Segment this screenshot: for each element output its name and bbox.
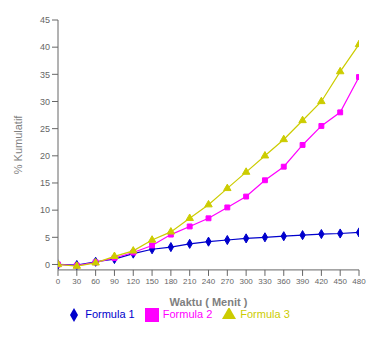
svg-text:45: 45 xyxy=(40,15,50,25)
html-text:Formula 3: Formula 3 xyxy=(240,307,290,320)
svg-text:240: 240 xyxy=(202,277,216,286)
svg-text:Waktu ( Menit ): Waktu ( Menit ) xyxy=(170,296,248,308)
svg-text:420: 420 xyxy=(315,277,329,286)
svg-text:210: 210 xyxy=(183,277,197,286)
svg-text:% Kumulatif: % Kumulatif xyxy=(12,115,24,175)
svg-text:390: 390 xyxy=(296,277,310,286)
svg-text:150: 150 xyxy=(145,277,159,286)
svg-text:90: 90 xyxy=(110,277,119,286)
svg-text:10: 10 xyxy=(40,205,50,215)
svg-text:0: 0 xyxy=(45,260,50,270)
svg-text:15: 15 xyxy=(40,178,50,188)
svg-text:30: 30 xyxy=(40,97,50,107)
svg-text:450: 450 xyxy=(334,277,348,286)
svg-text:480: 480 xyxy=(352,277,366,286)
svg-text:30: 30 xyxy=(72,277,81,286)
html-text:Formula 1: Formula 1 xyxy=(85,307,135,320)
svg-text:5: 5 xyxy=(45,233,50,243)
svg-text:25: 25 xyxy=(40,124,50,134)
svg-text:360: 360 xyxy=(277,277,291,286)
svg-text:300: 300 xyxy=(239,277,253,286)
html-text:Formula 2: Formula 2 xyxy=(162,307,213,320)
svg-text:180: 180 xyxy=(164,277,178,286)
svg-text:270: 270 xyxy=(221,277,235,286)
svg-text:35: 35 xyxy=(40,70,50,80)
svg-text:60: 60 xyxy=(91,277,100,286)
svg-text:0: 0 xyxy=(56,277,61,286)
svg-text:330: 330 xyxy=(258,277,272,286)
svg-text:40: 40 xyxy=(40,42,50,52)
svg-text:120: 120 xyxy=(127,277,141,286)
svg-text:20: 20 xyxy=(40,151,50,161)
